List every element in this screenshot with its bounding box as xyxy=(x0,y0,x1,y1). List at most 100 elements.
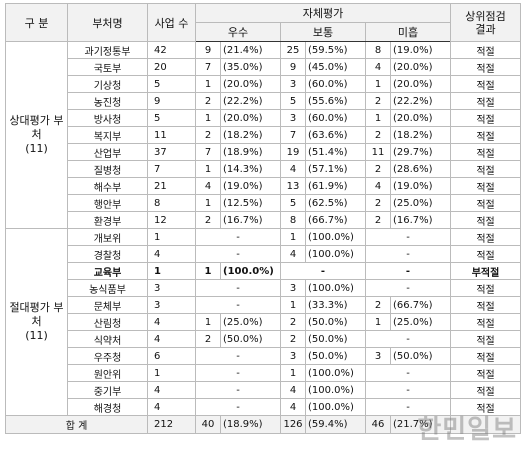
percent-cell: (100.0%) xyxy=(305,398,366,416)
projects-cell: 7 xyxy=(147,160,196,178)
count-cell: 8 xyxy=(365,41,391,59)
result-cell: 적절 xyxy=(450,296,522,314)
department-cell: 해수부 xyxy=(67,177,148,195)
percent-cell: (100.0%) xyxy=(305,279,366,297)
header-cell: 사업 수 xyxy=(147,3,196,42)
projects-cell: 3 xyxy=(147,296,196,314)
projects-cell: 20 xyxy=(147,58,196,76)
count-cell: 3 xyxy=(280,75,306,93)
percent-cell: (33.3%) xyxy=(305,296,366,314)
count-cell: 126 xyxy=(280,415,306,434)
dash-cell: - xyxy=(195,228,281,246)
department-cell: 식약처 xyxy=(67,330,148,348)
department-cell: 산업부 xyxy=(67,143,148,161)
projects-cell: 4 xyxy=(147,313,196,331)
percent-cell: (18.2%) xyxy=(389,126,452,144)
count-cell: 19 xyxy=(280,143,306,161)
count-cell: 1 xyxy=(195,109,221,127)
count-cell: 2 xyxy=(365,211,391,229)
department-cell: 국토부 xyxy=(67,58,148,76)
projects-cell: 1 xyxy=(147,262,196,280)
table-body: 상대평가 부처 (11) 과기정통부 42 9 (21.4%) 25 (59.5%) 8 (19.… xyxy=(5,41,522,434)
group-cell: 절대평가 부처 (11) xyxy=(5,228,68,416)
dash-cell: - xyxy=(195,398,281,416)
group-label: 절대평가 부처 xyxy=(9,301,64,328)
percent-cell: (62.5%) xyxy=(305,194,366,212)
dash-cell: - xyxy=(280,262,366,280)
department-cell: 농진청 xyxy=(67,92,148,110)
result-cell: 적절 xyxy=(450,92,522,110)
header-cell: 우수 xyxy=(195,22,281,42)
header-cell: 자체평가 xyxy=(194,3,452,23)
department-cell: 문체부 xyxy=(67,296,148,314)
department-cell: 중기부 xyxy=(67,381,148,399)
count-cell: 2 xyxy=(195,330,221,348)
data-row: 교육부 1 1 (100.0%) - - 부적절 xyxy=(6,262,522,280)
projects-cell: 3 xyxy=(147,279,196,297)
result-cell: 부적절 xyxy=(450,262,522,280)
projects-cell: 9 xyxy=(147,92,196,110)
percent-cell: (20.0%) xyxy=(389,109,452,127)
count-cell: 7 xyxy=(280,126,306,144)
count-cell: 1 xyxy=(280,364,306,382)
dash-cell: - xyxy=(364,381,452,399)
group-count: (11) xyxy=(25,142,48,155)
count-cell: 4 xyxy=(280,398,306,416)
count-cell: 2 xyxy=(195,92,221,110)
result-cell: 적절 xyxy=(450,143,522,161)
result-cell: 적절 xyxy=(450,245,522,263)
percent-cell: (50.0%) xyxy=(305,330,366,348)
count-cell: 3 xyxy=(365,347,391,365)
count-cell: 4 xyxy=(365,58,391,76)
projects-cell: 4 xyxy=(147,398,196,416)
percent-cell: (29.7%) xyxy=(389,143,452,161)
count-cell: 2 xyxy=(365,194,391,212)
result-cell: 적절 xyxy=(450,330,522,348)
result-cell: 적절 xyxy=(450,109,522,127)
data-row: 해수부 21 4 (19.0%) 13 (61.9%) 4 (19.0%) 적절 xyxy=(6,177,522,195)
result-cell: 적절 xyxy=(450,41,522,59)
projects-cell: 5 xyxy=(147,75,196,93)
percent-cell: (55.6%) xyxy=(305,92,366,110)
result-cell: 적절 xyxy=(450,313,522,331)
total-row: 합 계 212 40 (18.9%) 126 (59.4%) 46 (21.7%) xyxy=(5,415,522,434)
percent-cell: (57.1%) xyxy=(305,160,366,178)
projects-cell: 212 xyxy=(147,415,196,434)
percent-cell: (20.0%) xyxy=(389,58,452,76)
percent-cell: (100.0%) xyxy=(220,262,281,280)
count-cell: 46 xyxy=(365,415,391,434)
department-cell: 우주청 xyxy=(67,347,148,365)
data-row: 중기부 4-4 (100.0%) - 적절 xyxy=(6,381,522,399)
group-count: (11) xyxy=(25,329,48,342)
percent-cell: (21.4%) xyxy=(220,41,281,59)
projects-cell: 8 xyxy=(147,194,196,212)
dash-cell: - xyxy=(364,279,452,297)
percent-cell: (25.0%) xyxy=(220,313,281,331)
projects-cell: 6 xyxy=(147,347,196,365)
percent-cell: (28.6%) xyxy=(389,160,452,178)
dash-cell: - xyxy=(195,364,281,382)
count-cell: 11 xyxy=(365,143,391,161)
department-cell: 농식품부 xyxy=(67,279,148,297)
percent-cell: (66.7%) xyxy=(389,296,452,314)
count-cell: 4 xyxy=(365,177,391,195)
percent-cell: (51.4%) xyxy=(305,143,366,161)
department-cell: 행안부 xyxy=(67,194,148,212)
data-row: 문체부 3-1 (33.3%) 2 (66.7%) 적절 xyxy=(6,296,522,314)
percent-cell: (22.2%) xyxy=(389,92,452,110)
result-cell: 적절 xyxy=(450,177,522,195)
department-cell: 환경부 xyxy=(67,211,148,229)
projects-cell: 42 xyxy=(147,41,196,59)
percent-cell: (100.0%) xyxy=(305,228,366,246)
result-cell xyxy=(450,415,522,434)
percent-cell: (50.0%) xyxy=(305,313,366,331)
data-row: 농진청 9 2 (22.2%) 5 (55.6%) 2 (22.2%) 적절 xyxy=(6,92,522,110)
header-cell: 보통 xyxy=(280,22,366,42)
count-cell: 4 xyxy=(280,245,306,263)
count-cell: 8 xyxy=(280,211,306,229)
data-row: 산림청 4 1 (25.0%) 2 (50.0%) 1 (25.0%) 적절 xyxy=(6,313,522,331)
percent-cell: (18.2%) xyxy=(220,126,281,144)
count-cell: 4 xyxy=(195,177,221,195)
count-cell: 1 xyxy=(195,160,221,178)
count-cell: 9 xyxy=(195,41,221,59)
